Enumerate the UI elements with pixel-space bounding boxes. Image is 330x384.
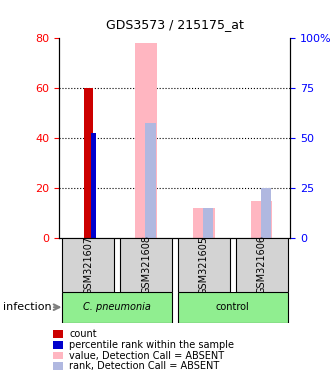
Text: control: control — [216, 302, 249, 312]
FancyBboxPatch shape — [178, 238, 230, 292]
Bar — [91, 133, 96, 238]
Text: C. pneumonia: C. pneumonia — [83, 302, 151, 312]
Bar — [203, 208, 213, 238]
Bar — [261, 188, 271, 238]
Text: rank, Detection Call = ABSENT: rank, Detection Call = ABSENT — [69, 361, 219, 371]
Text: GSM321606: GSM321606 — [256, 235, 267, 295]
Text: GSM321605: GSM321605 — [199, 235, 209, 295]
FancyBboxPatch shape — [62, 292, 172, 323]
Bar — [84, 88, 93, 238]
Text: GDS3573 / 215175_at: GDS3573 / 215175_at — [106, 18, 244, 31]
Text: value, Detection Call = ABSENT: value, Detection Call = ABSENT — [69, 351, 224, 361]
FancyBboxPatch shape — [236, 238, 287, 292]
Text: percentile rank within the sample: percentile rank within the sample — [69, 340, 234, 350]
FancyBboxPatch shape — [178, 292, 287, 323]
FancyBboxPatch shape — [120, 238, 172, 292]
Text: count: count — [69, 329, 97, 339]
Text: GSM321607: GSM321607 — [83, 235, 93, 295]
Bar — [251, 200, 272, 238]
Bar — [145, 123, 155, 238]
Text: GSM321608: GSM321608 — [141, 235, 151, 295]
Bar — [193, 208, 214, 238]
Bar — [135, 43, 157, 238]
FancyBboxPatch shape — [62, 238, 114, 292]
Text: infection: infection — [3, 302, 52, 312]
